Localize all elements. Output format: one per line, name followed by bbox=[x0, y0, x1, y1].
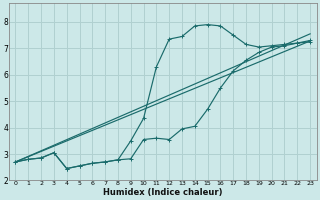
X-axis label: Humidex (Indice chaleur): Humidex (Indice chaleur) bbox=[103, 188, 222, 197]
